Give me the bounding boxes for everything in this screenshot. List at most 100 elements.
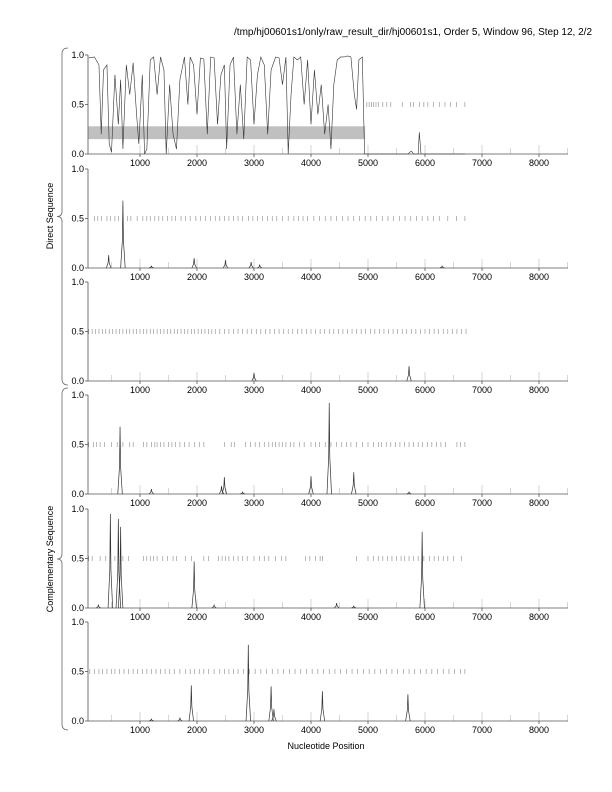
x-tick-label: 5000	[358, 385, 378, 395]
y-tick-label: 0.0	[71, 489, 84, 499]
x-tick-label: 4000	[301, 725, 321, 735]
y-tick-label: 0.0	[71, 149, 84, 159]
peak-mark	[326, 402, 332, 495]
peak-mark	[406, 491, 412, 495]
x-tick-label: 8000	[529, 272, 549, 282]
x-tick-label: 3000	[244, 158, 264, 168]
peak-mark	[117, 526, 124, 609]
peak-mark	[419, 531, 425, 609]
x-tick-label: 1000	[130, 612, 150, 622]
x-tick-label: 7000	[472, 158, 492, 168]
y-tick-label: 0.5	[71, 440, 84, 450]
x-tick-label: 3000	[244, 612, 264, 622]
peak-mark	[406, 366, 412, 382]
peak-mark	[95, 603, 101, 609]
peak-mark	[334, 602, 340, 609]
x-tick-label: 8000	[529, 612, 549, 622]
x-tick-label: 5000	[358, 725, 378, 735]
x-tick-label: 7000	[472, 272, 492, 282]
x-tick-label: 2000	[187, 272, 207, 282]
y-tick-label: 0.5	[71, 214, 84, 224]
x-tick-label: 6000	[415, 612, 435, 622]
peak-mark	[405, 694, 411, 722]
x-tick-label: 1000	[130, 158, 150, 168]
peak-mark	[191, 258, 197, 269]
complementary-sequence-brace	[56, 387, 69, 731]
x-tick-label: 6000	[415, 158, 435, 168]
peak-mark	[248, 262, 254, 269]
peak-mark	[107, 513, 113, 609]
x-tick-label: 2000	[187, 385, 207, 395]
x-tick-label: 3000	[244, 498, 264, 508]
peak-mark	[268, 686, 274, 722]
x-tick-label: 4000	[301, 272, 321, 282]
direct-sequence-label: Direct Sequence	[45, 182, 55, 250]
y-tick-label: 0.5	[71, 667, 84, 677]
y-tick-label: 0.0	[71, 263, 84, 273]
x-tick-label: 8000	[529, 725, 549, 735]
x-tick-label: 3000	[244, 725, 264, 735]
x-tick-label: 6000	[415, 385, 435, 395]
x-tick-label: 7000	[472, 725, 492, 735]
x-tick-label: 8000	[529, 498, 549, 508]
peak-mark	[211, 603, 217, 609]
peak-mark	[222, 260, 229, 269]
x-tick-label: 1000	[130, 385, 150, 395]
panel-4: 0.0 0.5 1.0 1000 2000 3000 4000 5000 6000 7000 800…	[71, 390, 568, 508]
complementary-sequence-label: Complementary Sequence	[45, 505, 55, 613]
panel-5: 0.0 0.5 1.0 1000 2000 3000 4000 5000 6000 7000 800…	[71, 504, 568, 622]
peak-mark	[308, 476, 314, 495]
y-tick-label: 0.0	[71, 716, 84, 726]
x-tick-label: 4000	[301, 498, 321, 508]
x-tick-label: 2000	[187, 612, 207, 622]
panel-2: 0.0 0.5 1.0 1000 2000 3000 4000 5000 6000 7000 800…	[71, 164, 568, 282]
y-tick-label: 0.5	[71, 554, 84, 564]
x-tick-label: 1000	[130, 725, 150, 735]
x-tick-label: 1000	[130, 272, 150, 282]
peak-mark	[177, 716, 183, 722]
direct-sequence-brace	[56, 47, 69, 386]
x-tick-label: 8000	[529, 158, 549, 168]
highlight-band	[88, 126, 366, 140]
peak-mark	[148, 488, 154, 495]
peak-mark	[319, 691, 326, 722]
x-tick-label: 2000	[187, 158, 207, 168]
peak-mark	[439, 265, 445, 269]
x-tick-label: 7000	[472, 612, 492, 622]
peak-mark	[251, 373, 257, 382]
panel-3: 0.0 0.5 1.0 1000 2000 3000 4000 5000 6000 7000 800…	[71, 277, 568, 395]
y-tick-label: 0.0	[71, 603, 84, 613]
y-tick-label: 1.0	[71, 277, 84, 287]
peak-mark	[240, 491, 246, 495]
x-tick-label: 3000	[244, 385, 264, 395]
peak-mark	[191, 561, 197, 609]
y-tick-label: 0.5	[71, 327, 84, 337]
peak-mark	[221, 477, 227, 495]
x-tick-label: 4000	[301, 385, 321, 395]
x-tick-label: 7000	[472, 498, 492, 508]
peak-mark	[257, 263, 263, 269]
y-tick-label: 0.5	[71, 100, 84, 110]
x-tick-label: 4000	[301, 158, 321, 168]
y-tick-label: 1.0	[71, 164, 84, 174]
x-tick-label: 3000	[244, 272, 264, 282]
peak-mark	[245, 644, 251, 722]
x-tick-label: 2000	[187, 498, 207, 508]
x-tick-label: 1000	[130, 498, 150, 508]
peak-mark	[148, 265, 154, 269]
frame-curve	[88, 55, 465, 155]
peak-mark	[188, 685, 194, 722]
peak-mark	[351, 472, 357, 495]
y-tick-label: 1.0	[71, 390, 84, 400]
peak-mark	[148, 718, 154, 722]
peak-mark	[120, 200, 126, 269]
x-tick-label: 6000	[415, 498, 435, 508]
x-tick-label: 5000	[358, 272, 378, 282]
x-tick-label: 4000	[301, 612, 321, 622]
y-tick-label: 1.0	[71, 617, 84, 627]
x-tick-label: 5000	[358, 498, 378, 508]
peak-mark	[271, 709, 277, 722]
x-tick-label: 6000	[415, 725, 435, 735]
peak-mark	[351, 605, 357, 609]
